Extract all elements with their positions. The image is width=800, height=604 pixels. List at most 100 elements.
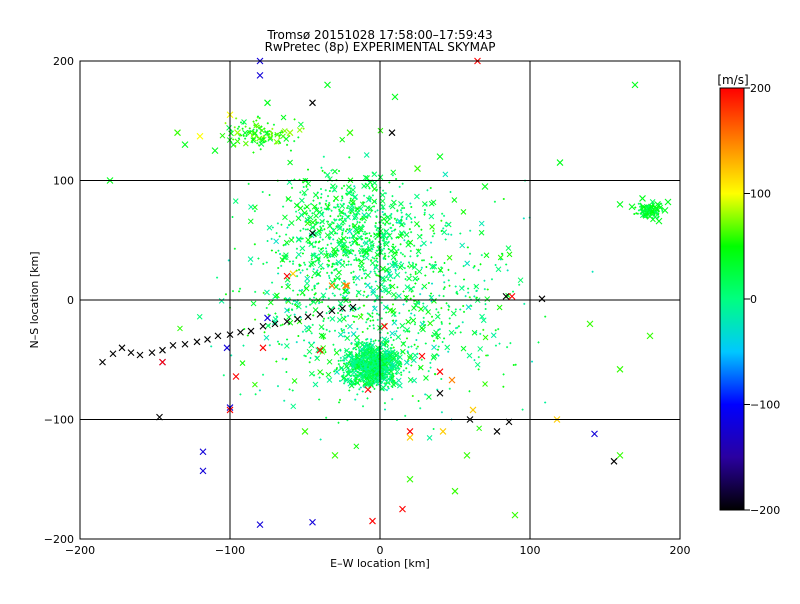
background-point xyxy=(428,294,435,301)
background-point xyxy=(394,258,397,261)
background-point xyxy=(343,354,346,357)
background-point xyxy=(343,363,350,370)
background-point xyxy=(396,235,399,238)
background-point xyxy=(423,213,426,216)
background-point xyxy=(395,236,398,239)
background-point xyxy=(287,159,293,166)
background-point xyxy=(349,300,352,303)
background-point xyxy=(267,136,274,142)
background-point xyxy=(431,235,434,238)
background-point xyxy=(239,393,242,396)
background-point xyxy=(420,266,423,269)
background-point xyxy=(315,347,322,353)
background-point xyxy=(365,295,368,298)
background-point xyxy=(354,367,357,370)
background-point xyxy=(467,291,470,294)
background-point xyxy=(432,229,435,232)
background-point xyxy=(314,241,317,244)
background-point xyxy=(447,350,450,353)
background-point xyxy=(411,357,417,364)
data-point xyxy=(234,129,241,137)
data-point xyxy=(406,475,414,483)
background-point xyxy=(388,233,391,236)
background-point xyxy=(374,251,381,258)
background-point xyxy=(338,277,341,280)
y-tick-label: −100 xyxy=(44,414,74,427)
background-point xyxy=(367,380,374,386)
background-point xyxy=(293,140,296,143)
background-point xyxy=(290,403,297,410)
background-point xyxy=(505,263,508,266)
background-point xyxy=(494,344,497,347)
background-point xyxy=(390,343,393,346)
background-point xyxy=(277,272,280,275)
background-point xyxy=(253,210,256,213)
data-point xyxy=(109,350,117,358)
background-point xyxy=(393,314,396,317)
background-point xyxy=(417,248,420,251)
background-point xyxy=(365,356,368,359)
background-point xyxy=(384,219,390,225)
background-point xyxy=(407,352,414,359)
background-point xyxy=(338,227,341,230)
background-point xyxy=(305,236,312,243)
background-point xyxy=(385,214,391,221)
background-point xyxy=(359,380,362,383)
background-point xyxy=(284,343,290,349)
background-point xyxy=(396,326,399,329)
data-point xyxy=(664,198,672,206)
background-point xyxy=(275,232,278,235)
background-point xyxy=(343,379,346,382)
background-point xyxy=(422,320,425,323)
background-point xyxy=(299,271,302,274)
background-point xyxy=(411,394,414,397)
background-point xyxy=(249,129,252,132)
colorbar-ticks: 200 100 0 −100 −200 xyxy=(744,82,780,517)
background-point xyxy=(303,339,306,342)
background-point xyxy=(373,363,376,366)
background-point xyxy=(333,195,339,202)
background-point xyxy=(357,354,360,357)
background-point xyxy=(320,227,323,230)
background-point xyxy=(351,353,354,356)
background-point xyxy=(334,274,341,281)
background-point xyxy=(315,221,318,224)
background-point xyxy=(382,242,385,245)
data-point xyxy=(232,373,240,380)
background-point xyxy=(302,227,305,230)
background-point xyxy=(509,342,512,345)
background-point xyxy=(336,205,339,208)
background-point xyxy=(467,287,470,290)
background-point xyxy=(333,218,336,221)
background-point xyxy=(306,228,309,231)
background-point xyxy=(331,221,334,224)
background-point xyxy=(265,322,271,329)
data-point xyxy=(199,467,207,475)
background-point xyxy=(375,216,378,219)
background-point xyxy=(512,364,515,367)
background-point xyxy=(313,287,316,290)
background-point xyxy=(345,192,348,195)
background-point xyxy=(374,259,377,262)
background-point xyxy=(305,311,308,314)
background-point xyxy=(314,218,317,221)
background-point xyxy=(350,199,356,206)
background-point xyxy=(382,213,385,216)
background-point xyxy=(352,270,355,273)
background-point xyxy=(388,181,391,184)
background-point xyxy=(338,170,341,173)
background-point xyxy=(242,130,248,136)
background-point xyxy=(318,202,321,205)
background-point xyxy=(306,268,309,271)
background-point xyxy=(288,237,295,243)
background-point xyxy=(312,314,315,317)
background-point xyxy=(362,242,365,245)
background-point xyxy=(420,228,423,231)
background-point xyxy=(290,199,293,202)
background-point xyxy=(514,363,517,366)
data-point xyxy=(556,159,564,166)
background-point xyxy=(341,212,344,215)
background-point xyxy=(427,370,430,373)
background-point xyxy=(402,329,405,332)
background-point xyxy=(281,323,284,326)
